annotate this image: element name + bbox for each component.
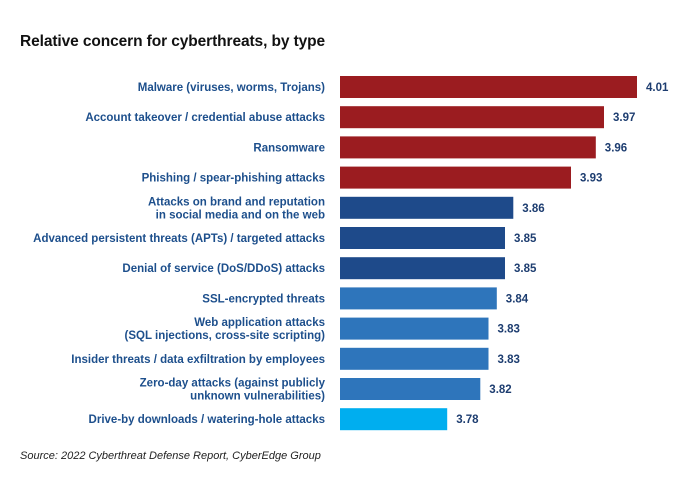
value-label: 3.78 bbox=[456, 414, 479, 426]
category-label: Zero-day attacks (against publicly unknow… bbox=[140, 378, 326, 403]
value-label: 3.84 bbox=[506, 293, 529, 305]
category-label: Drive-by downloads / watering-hole attac… bbox=[89, 414, 325, 426]
value-label: 3.85 bbox=[514, 263, 537, 275]
bar bbox=[340, 227, 505, 249]
category-label: Phishing / spear-phishing attacks bbox=[142, 173, 325, 185]
value-label: 3.96 bbox=[605, 142, 627, 154]
value-label: 3.83 bbox=[498, 324, 520, 336]
source-note: Source: 2022 Cyberthreat Defense Report,… bbox=[20, 450, 321, 462]
bar bbox=[340, 257, 505, 280]
bar bbox=[340, 196, 514, 219]
value-label: 3.97 bbox=[613, 112, 635, 124]
value-label: 3.85 bbox=[514, 233, 537, 245]
category-label: Web application attacks (SQL injections, … bbox=[125, 317, 326, 342]
bar bbox=[340, 76, 637, 98]
category-label: Advanced persistent threats (APTs) / tar… bbox=[33, 233, 325, 245]
value-label: 4.01 bbox=[646, 82, 669, 94]
bar bbox=[340, 408, 448, 431]
chart-title: Relative concern for cyberthreats, by ty… bbox=[20, 33, 326, 50]
bar bbox=[340, 347, 489, 370]
category-label: SSL-encrypted threats bbox=[202, 293, 325, 305]
bar bbox=[340, 106, 604, 129]
category-label: Denial of service (DoS/DDoS) attacks bbox=[122, 263, 325, 275]
bar bbox=[340, 317, 489, 340]
bar bbox=[340, 287, 497, 310]
bar bbox=[340, 166, 571, 189]
value-label: 3.93 bbox=[580, 173, 602, 185]
value-label: 3.83 bbox=[498, 354, 520, 366]
category-label: Malware (viruses, worms, Trojans) bbox=[138, 82, 325, 94]
category-label: Account takeover / credential abuse atta… bbox=[85, 112, 325, 124]
bar bbox=[340, 136, 596, 159]
category-label: Insider threats / data exfiltration by e… bbox=[71, 354, 325, 366]
value-label: 3.82 bbox=[489, 384, 511, 396]
category-label: Attacks on brand and reputation in social… bbox=[148, 196, 325, 221]
value-label: 3.86 bbox=[522, 203, 544, 215]
category-label: Ransomware bbox=[253, 142, 325, 154]
bar bbox=[340, 378, 481, 400]
